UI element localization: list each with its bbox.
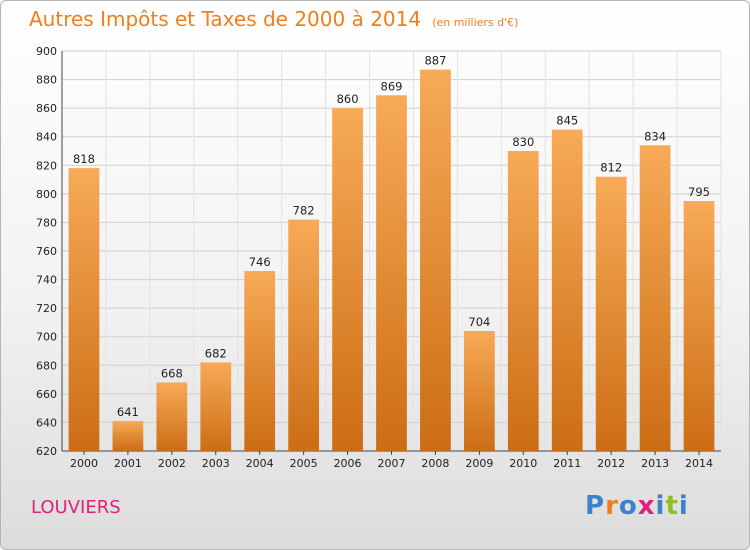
bar <box>376 95 407 452</box>
bar <box>68 168 100 451</box>
y-tick-label: 780 <box>36 216 57 229</box>
x-tick-label: 2009 <box>465 457 493 470</box>
x-tick-label: 2011 <box>553 457 581 470</box>
y-tick-label: 860 <box>36 102 57 115</box>
bar-value-label: 818 <box>73 152 95 166</box>
bar-value-label: 682 <box>205 346 227 360</box>
logo-letter: i <box>678 491 689 521</box>
bar-value-label: 830 <box>512 135 534 149</box>
x-tick-label: 2010 <box>509 457 537 470</box>
bar <box>200 362 232 451</box>
bar <box>156 382 188 451</box>
x-tick-label: 2000 <box>70 457 98 470</box>
logo-letter: o <box>618 491 638 521</box>
y-tick-label: 820 <box>36 159 57 172</box>
bar-value-label: 845 <box>556 114 578 128</box>
bar-value-label: 860 <box>337 92 359 106</box>
bar-value-label: 834 <box>644 129 666 143</box>
bar <box>639 145 671 452</box>
y-tick-label: 620 <box>36 445 57 458</box>
x-tick-labels: 2000 2001 2002 2003 2004 2005 2006 2007 2008 2009… <box>70 451 713 470</box>
city-label: LOUVIERS <box>31 497 121 518</box>
bar-value-label: 812 <box>600 161 622 175</box>
logo-letter: P <box>585 491 606 521</box>
y-tick-label: 760 <box>36 245 57 258</box>
y-tick-label: 840 <box>36 131 57 144</box>
x-tick-label: 2012 <box>597 457 625 470</box>
bar <box>332 108 363 452</box>
y-tick-label: 720 <box>36 302 57 315</box>
proxiti-logo: Proxiti <box>585 491 689 521</box>
bar <box>507 151 539 451</box>
logo-letter: x <box>637 491 656 521</box>
bar-value-label: 795 <box>688 185 710 199</box>
y-tick-label: 900 <box>36 45 57 58</box>
y-tick-label: 640 <box>36 416 57 429</box>
bar <box>244 271 276 451</box>
chart-unit: (en milliers d'€) <box>432 16 519 29</box>
bar-value-labels: 818 641 668 682 746 782 860 869 887 704 830 845 812 8… <box>73 54 710 419</box>
x-tick-label: 2002 <box>158 457 186 470</box>
x-tick-label: 2004 <box>246 457 274 470</box>
bar <box>463 331 495 451</box>
x-tick-label: 2006 <box>334 457 362 470</box>
x-tick-label: 2007 <box>378 457 406 470</box>
bar-value-label: 746 <box>249 255 271 269</box>
logo-letter: i <box>655 491 666 521</box>
chart-title: Autres Impôts et Taxes de 2000 à 2014 <box>29 7 422 31</box>
bar-value-label: 668 <box>161 366 183 380</box>
y-tick-labels: 620 640 660 680 700 720 740 760 780 800 820 840 860 8… <box>36 45 57 458</box>
bar-value-label: 869 <box>381 79 403 93</box>
bar <box>420 69 451 452</box>
x-tick-label: 2013 <box>641 457 669 470</box>
bar-value-label: 641 <box>117 405 139 419</box>
bar <box>288 219 320 451</box>
x-tick-label: 2005 <box>290 457 318 470</box>
bar <box>551 129 583 452</box>
title-block: Autres Impôts et Taxes de 2000 à 2014 (e… <box>29 7 518 31</box>
x-tick-label: 2003 <box>202 457 230 470</box>
y-tick-label: 680 <box>36 359 57 372</box>
bar-value-label: 704 <box>468 315 490 329</box>
logo-letter: t <box>665 491 679 521</box>
y-tick-label: 740 <box>36 274 57 287</box>
logo-letter: r <box>605 491 619 521</box>
y-tick-label: 800 <box>36 188 57 201</box>
x-tick-label: 2014 <box>685 457 713 470</box>
y-tick-label: 700 <box>36 331 57 344</box>
x-tick-label: 2008 <box>421 457 449 470</box>
bar <box>112 421 144 451</box>
bar-value-label: 782 <box>293 204 315 218</box>
bar <box>595 176 627 451</box>
bar <box>683 201 715 451</box>
bars <box>68 69 715 452</box>
y-tick-label: 660 <box>36 388 57 401</box>
y-tick-label: 880 <box>36 74 57 87</box>
x-tick-label: 2001 <box>114 457 142 470</box>
bar-value-label: 887 <box>424 54 446 68</box>
